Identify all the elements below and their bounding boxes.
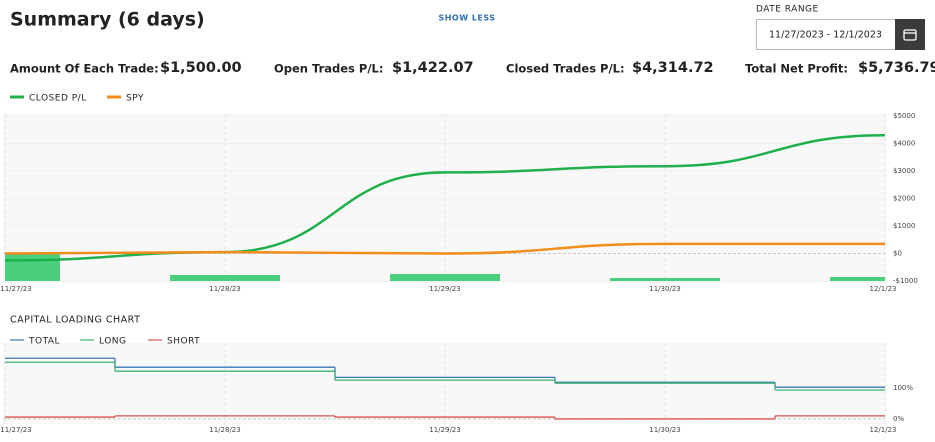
date-range-value: 11/27/2023 - 12/1/2023 [769,30,882,41]
legend-label: LONG [99,337,126,347]
stat-value: $1,422.07 [392,60,474,76]
pl-bar [170,275,280,281]
legend-label: TOTAL [28,337,60,347]
show-less-link[interactable]: SHOW LESS [438,14,495,23]
stat-label: Total Net Profit: [745,62,848,76]
calendar-icon [903,29,917,41]
series-line [4,242,885,255]
x-tick-label: 11/29/23 [429,426,460,434]
pl-bar [390,273,500,281]
y-tick-label: $2000 [893,195,915,203]
stat-label: Amount Of Each Trade: [10,62,159,76]
x-tick-label: 11/30/23 [649,426,680,434]
pl-bar [610,277,720,281]
stats-row: Amount Of Each Trade: $1,500.00 Open Trade… [10,60,935,76]
legend-label: SHORT [167,337,200,347]
x-tick-label: 11/27/23 [0,426,31,434]
stat-label: Closed Trades P/L: [506,62,625,76]
legend-label: CLOSED P/L [29,94,87,104]
chart-title: CAPITAL LOADING CHART [10,315,140,326]
date-range-input[interactable] [756,19,896,50]
x-tick-label: 11/30/23 [649,285,680,293]
pl-bar [5,253,60,281]
stat-value: $1,500.00 [160,60,242,76]
y-tick-label: -$1000 [893,277,918,285]
x-tick-label: 11/29/23 [429,285,460,293]
stat-value: $4,314.72 [632,60,714,76]
y-tick-label: $4000 [893,140,915,148]
stat-value: $5,736.79 [858,60,935,76]
calendar-button[interactable] [895,19,925,50]
y-tick-label: $0 [893,250,902,258]
y-tick-label: $3000 [893,167,915,175]
capital-chart: 11/27/23 11/28/23 11/29/23 11/30/23 12/1/23 0… [0,315,913,435]
y-tick-label: $5000 [893,112,915,120]
date-range-label: DATE RANGE [756,5,819,15]
pl-chart: 11/27/23 11/28/23 11/29/23 11/30/23 12/1/23-… [0,94,918,294]
x-tick-label: 11/28/23 [209,285,240,293]
y-tick-label: 0% [893,415,904,423]
x-tick-label: 11/27/23 [0,285,31,293]
y-tick-label: 100% [893,384,913,392]
page-title: Summary (6 days) [10,9,205,31]
x-tick-label: 12/1/23 [870,285,897,293]
x-tick-label: 12/1/23 [870,426,897,434]
pl-bar [830,277,885,281]
stat-label: Open Trades P/L: [274,62,383,76]
x-tick-label: 11/28/23 [209,426,240,434]
legend-label: SPY [126,94,144,104]
y-tick-label: $1000 [893,222,915,230]
